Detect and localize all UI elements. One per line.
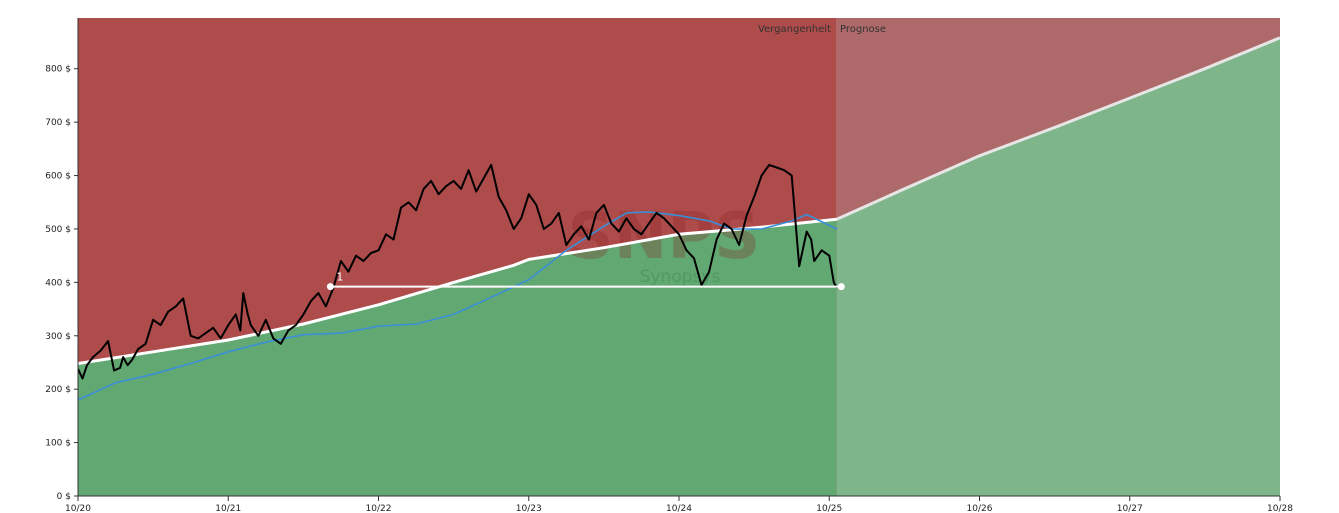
- fair-value-line: [78, 217, 837, 365]
- x-tick-label: 10/24: [666, 504, 692, 513]
- y-tick-label: 0 $: [57, 492, 71, 502]
- y-tick-label: 600 $: [45, 172, 71, 182]
- x-tick-label: 10/25: [816, 504, 842, 513]
- x-tick-label: 10/23: [516, 504, 542, 513]
- x-tick-label: 10/20: [65, 504, 91, 513]
- y-tick-label: 800 $: [45, 65, 71, 75]
- y-tick-label: 100 $: [45, 439, 71, 449]
- forecast-line: [836, 36, 1280, 221]
- past-region-label: Vergangenheit: [758, 24, 831, 35]
- watermark-company: Synopsys: [640, 267, 721, 287]
- y-tick-label: 200 $: [45, 385, 71, 395]
- x-tick-label: 10/27: [1117, 504, 1143, 513]
- x-tick-label: 10/28: [1267, 504, 1293, 513]
- y-tick-label: 300 $: [45, 332, 71, 342]
- x-tick-label: 10/22: [366, 504, 392, 513]
- x-tick-label: 10/21: [215, 504, 241, 513]
- marker-start-dot: [326, 283, 334, 291]
- past-undervalued-area: [78, 219, 837, 496]
- moving-average-line: [78, 211, 838, 401]
- marker-label: 1: [336, 271, 343, 284]
- price-line: [78, 163, 838, 380]
- forecast-undervalued-area: [836, 37, 1280, 496]
- y-tick-label: 500 $: [45, 225, 71, 235]
- forecast-region-label: Prognose: [840, 24, 886, 35]
- marker-end-dot: [837, 283, 845, 291]
- x-tick-label: 10/26: [967, 504, 993, 513]
- y-tick-label: 400 $: [45, 278, 71, 288]
- y-tick-label: 700 $: [45, 118, 71, 128]
